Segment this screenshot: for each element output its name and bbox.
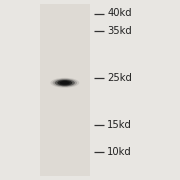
Text: 15kd: 15kd xyxy=(107,120,132,130)
Ellipse shape xyxy=(53,79,77,87)
Text: 25kd: 25kd xyxy=(107,73,132,83)
Ellipse shape xyxy=(62,82,68,84)
Ellipse shape xyxy=(55,79,75,86)
Text: 35kd: 35kd xyxy=(107,26,132,37)
Ellipse shape xyxy=(60,81,70,85)
Ellipse shape xyxy=(50,78,79,88)
Text: 10kd: 10kd xyxy=(107,147,132,157)
Ellipse shape xyxy=(57,80,72,85)
Text: 40kd: 40kd xyxy=(107,8,132,19)
Bar xyxy=(40,4,90,176)
